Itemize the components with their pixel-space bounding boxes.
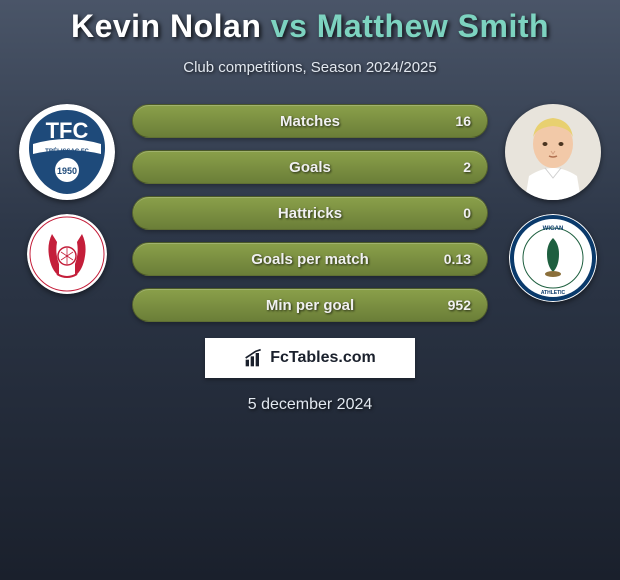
svg-text:TFC: TFC <box>46 118 89 143</box>
right-column: WIGAN ATHLETIC <box>498 104 608 302</box>
stat-label: Hattricks <box>278 205 342 222</box>
svg-text:TRÉLISSAC FC: TRÉLISSAC FC <box>45 147 89 155</box>
stat-value: 16 <box>455 113 471 129</box>
svg-text:ATHLETIC: ATHLETIC <box>541 290 566 296</box>
subtitle: Club competitions, Season 2024/2025 <box>0 59 620 76</box>
stat-value: 0 <box>463 205 471 221</box>
stat-bar-hattricks: Hattricks 0 <box>132 196 488 230</box>
left-column: TFC TRÉLISSAC FC 1950 <box>12 104 122 294</box>
fctables-badge[interactable]: FcTables.com <box>205 338 415 378</box>
svg-text:WIGAN: WIGAN <box>543 226 564 232</box>
stat-label: Min per goal <box>266 297 354 314</box>
player1-club-badge <box>27 214 107 294</box>
stat-bar-goals: Goals 2 <box>132 150 488 184</box>
bar-chart-icon <box>244 348 264 368</box>
wigan-crest-icon: WIGAN ATHLETIC <box>509 214 597 302</box>
player2-name: Matthew Smith <box>317 8 549 44</box>
stats-column: Matches 16 Goals 2 Hattricks 0 Goals per… <box>122 104 498 322</box>
fctables-text: FcTables.com <box>270 349 376 367</box>
stat-bar-matches: Matches 16 <box>132 104 488 138</box>
comparison-card: Kevin Nolan vs Matthew Smith Club compet… <box>0 0 620 414</box>
stat-label: Goals per match <box>251 251 369 268</box>
page-title: Kevin Nolan vs Matthew Smith <box>0 8 620 45</box>
player-portrait-icon <box>505 104 601 200</box>
tfc-crest-icon: TFC TRÉLISSAC FC 1950 <box>19 104 115 200</box>
player1-name: Kevin Nolan <box>71 8 261 44</box>
stat-value: 2 <box>463 159 471 175</box>
main-row: TFC TRÉLISSAC FC 1950 <box>0 104 620 322</box>
date-line: 5 december 2024 <box>0 396 620 414</box>
stat-label: Matches <box>280 113 340 130</box>
stat-bar-min-per-goal: Min per goal 952 <box>132 288 488 322</box>
player2-club-badge: WIGAN ATHLETIC <box>509 214 597 302</box>
vs-label: vs <box>271 8 308 44</box>
leyton-orient-crest-icon <box>27 214 107 294</box>
svg-text:1950: 1950 <box>57 166 77 176</box>
player2-avatar <box>505 104 601 200</box>
player1-badge: TFC TRÉLISSAC FC 1950 <box>19 104 115 200</box>
stat-value: 952 <box>448 297 471 313</box>
stat-bar-goals-per-match: Goals per match 0.13 <box>132 242 488 276</box>
stat-label: Goals <box>289 159 331 176</box>
stat-value: 0.13 <box>444 251 471 267</box>
